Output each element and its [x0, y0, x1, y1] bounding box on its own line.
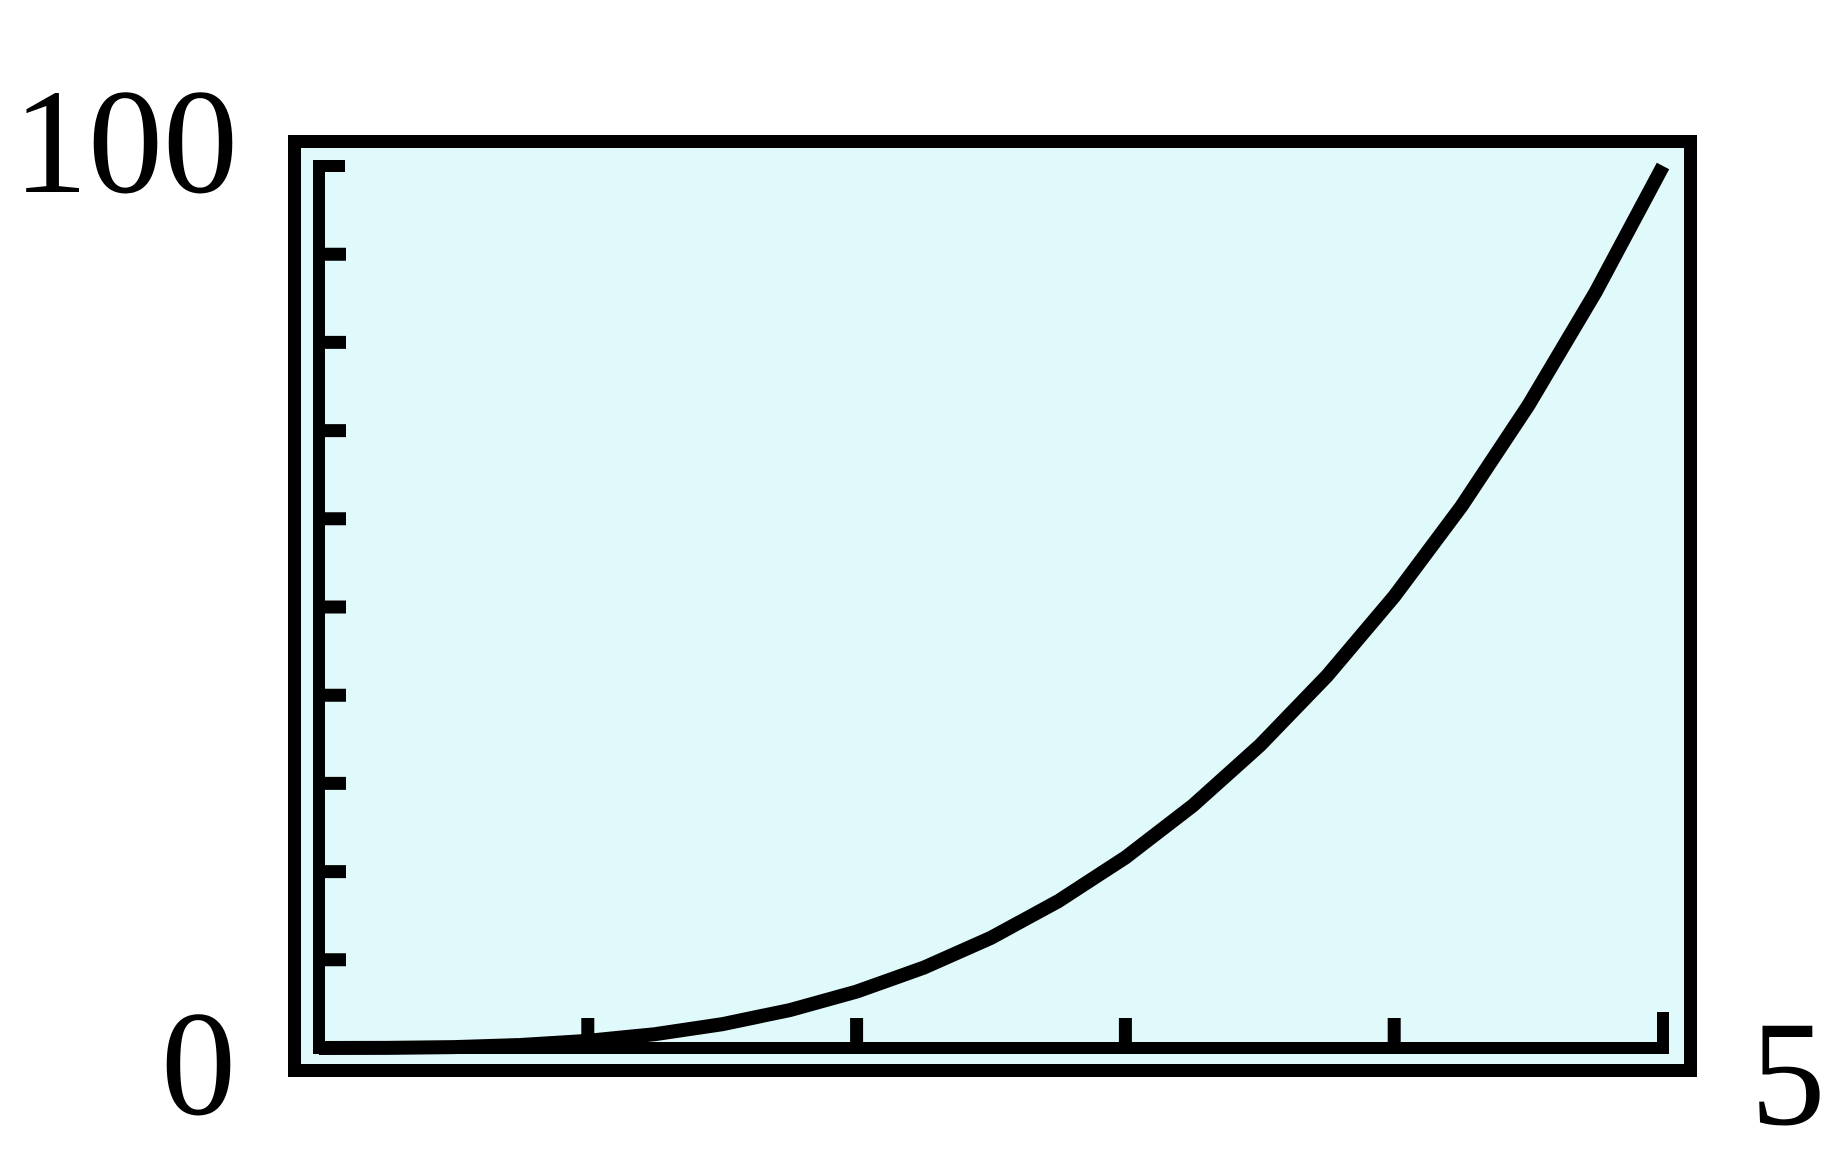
growth-curve [318, 162, 1670, 1055]
origin-label: 0 [161, 981, 236, 1147]
y-ticks [315, 247, 346, 967]
x-max-label: 5 [1751, 991, 1826, 1157]
y-max-label: 100 [13, 59, 238, 225]
plot-frame [288, 135, 1697, 1077]
